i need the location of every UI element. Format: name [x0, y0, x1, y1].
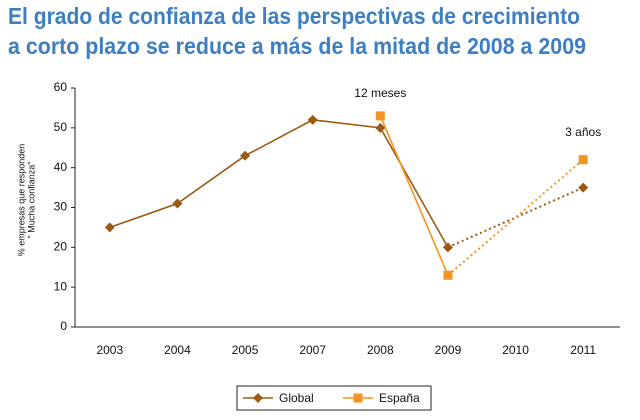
- x-tick-label: 2009: [435, 343, 462, 357]
- chart-title: El grado de confianza de las perspectiva…: [8, 3, 580, 29]
- series-line: [379, 115, 449, 276]
- y-tick-label: 60: [54, 80, 68, 94]
- projection-line: [447, 158, 584, 276]
- x-tick-label: 2011: [570, 343, 596, 357]
- legend-marker: [353, 393, 363, 403]
- y-tick-label: 0: [60, 319, 67, 333]
- x-tick-label: 2005: [232, 343, 259, 357]
- point: [172, 198, 183, 209]
- point: [578, 182, 589, 193]
- point: [307, 114, 318, 125]
- y-tick-label: 20: [54, 240, 68, 254]
- x-tick-label: 2010: [502, 343, 529, 357]
- y-tick-label: 40: [54, 160, 68, 174]
- annotation: 3 años: [565, 125, 601, 139]
- point: [375, 122, 386, 133]
- y-axis-label: % empresas que responden " Mucha confian…: [16, 144, 36, 257]
- point: [104, 222, 115, 233]
- legend-label: España: [379, 391, 420, 405]
- x-tick-label: 2007: [299, 343, 326, 357]
- projection-line: [447, 186, 584, 249]
- y-axis-label-line: % empresas que responden: [16, 144, 26, 257]
- point: [375, 111, 385, 121]
- annotation: 12 meses: [354, 86, 406, 100]
- x-tick-label: 2003: [96, 343, 123, 357]
- legend-marker: [253, 393, 263, 403]
- point: [443, 270, 453, 280]
- point: [442, 242, 453, 253]
- series-line: [109, 119, 449, 248]
- y-axis-label-line: " Mucha confianza": [26, 162, 36, 239]
- chart-title: a corto plazo se reduce a más de la mita…: [8, 33, 586, 59]
- x-tick-label: 2008: [367, 343, 394, 357]
- point: [578, 155, 588, 165]
- y-tick-label: 30: [54, 200, 68, 214]
- y-tick-label: 50: [54, 120, 68, 134]
- x-tick-label: 2004: [164, 343, 191, 357]
- y-tick-label: 10: [54, 279, 68, 293]
- point: [240, 150, 251, 161]
- legend-label: Global: [279, 391, 314, 405]
